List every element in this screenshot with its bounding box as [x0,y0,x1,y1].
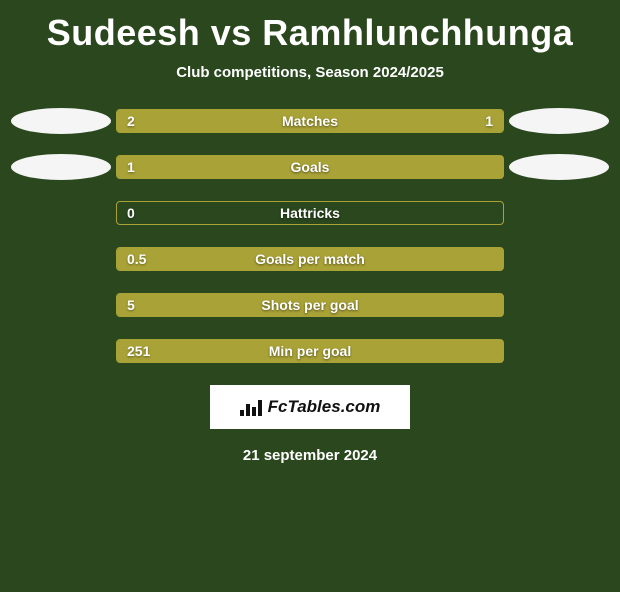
team-logo-left [11,108,111,134]
stats-area: 2 1 Matches 1 Goals 0 Hattricks 0.5 Goals per ma… [0,109,620,363]
stat-left-value: 251 [127,343,150,359]
stat-row: 251 Min per goal [6,339,614,363]
team-logo-right [509,108,609,134]
stat-left-value: 0.5 [127,251,146,267]
stat-bar: 251 Min per goal [116,339,504,363]
right-logo-slot [504,154,614,180]
stat-bar: 1 Goals [116,155,504,179]
left-logo-slot [6,154,116,180]
brand-text: FcTables.com [268,397,381,417]
chart-icon [240,398,262,416]
team-logo-left [11,154,111,180]
team-logo-right [509,154,609,180]
stat-left-value: 0 [127,205,135,221]
stat-left-value: 1 [127,159,135,175]
brand-badge[interactable]: FcTables.com [210,385,410,429]
stat-left-value: 5 [127,297,135,313]
bar-right-fill [376,110,503,132]
stat-row: 0 Hattricks [6,201,614,225]
stat-row: 2 1 Matches [6,109,614,133]
stat-label: Shots per goal [261,297,358,313]
right-logo-slot [504,108,614,134]
stat-label: Min per goal [269,343,351,359]
date-line: 21 september 2024 [0,447,620,464]
stat-bar: 0.5 Goals per match [116,247,504,271]
stat-left-value: 2 [127,113,135,129]
stat-label: Matches [282,113,338,129]
stat-bar: 0 Hattricks [116,201,504,225]
stat-label: Goals per match [255,251,365,267]
stat-row: 0.5 Goals per match [6,247,614,271]
stat-right-value: 1 [485,113,493,129]
left-logo-slot [6,108,116,134]
stat-row: 1 Goals [6,155,614,179]
stat-label: Hattricks [280,205,340,221]
page-title: Sudeesh vs Ramhlunchhunga [0,12,620,54]
stat-row: 5 Shots per goal [6,293,614,317]
stat-bar: 5 Shots per goal [116,293,504,317]
subtitle: Club competitions, Season 2024/2025 [0,64,620,81]
stat-bar: 2 1 Matches [116,109,504,133]
stat-label: Goals [291,159,330,175]
